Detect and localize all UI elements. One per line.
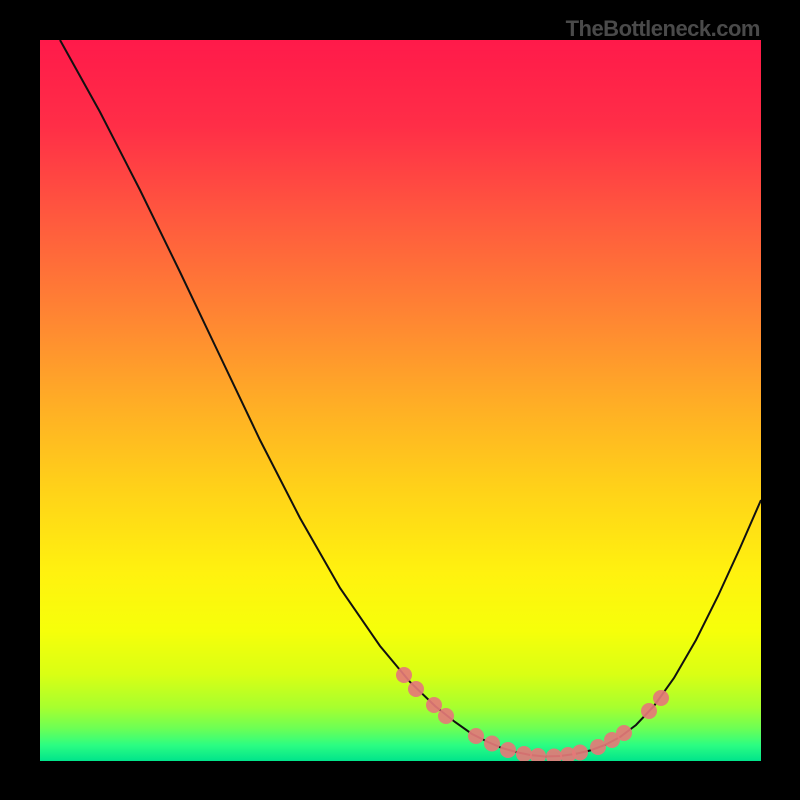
data-marker	[396, 667, 412, 683]
chart-frame: TheBottleneck.com	[0, 0, 800, 800]
data-marker	[468, 728, 484, 744]
watermark-text: TheBottleneck.com	[566, 16, 760, 42]
data-marker	[426, 697, 442, 713]
data-marker	[590, 739, 606, 755]
data-marker	[653, 690, 669, 706]
data-marker	[641, 703, 657, 719]
gradient-background	[40, 40, 761, 761]
plot-area	[40, 40, 761, 761]
data-marker	[408, 681, 424, 697]
data-marker	[484, 736, 500, 752]
data-marker	[438, 708, 454, 724]
chart-svg	[40, 40, 761, 761]
data-marker	[616, 725, 632, 741]
data-marker	[500, 742, 516, 758]
data-marker	[572, 745, 588, 761]
